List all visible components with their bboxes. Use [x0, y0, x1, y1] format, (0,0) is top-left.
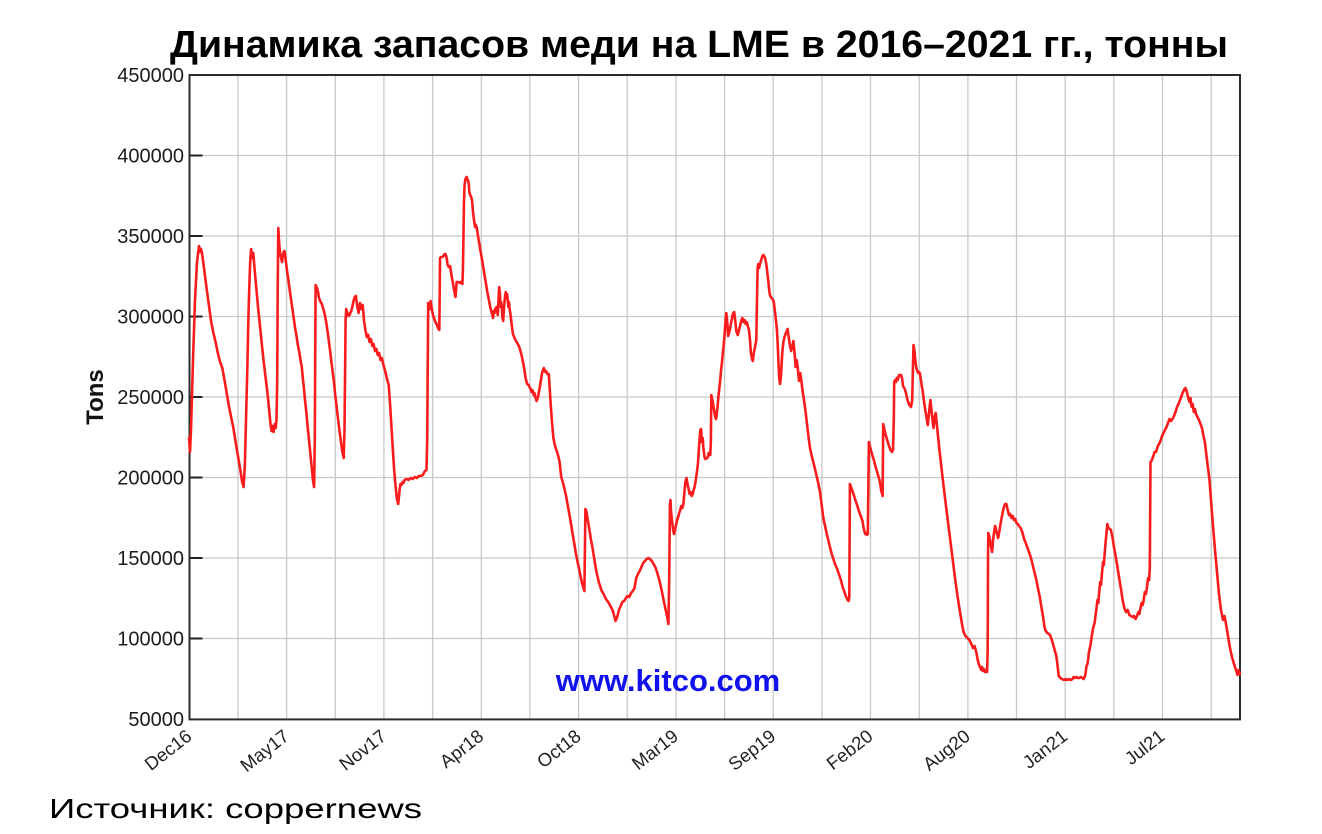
- svg-text:150000: 150000: [117, 548, 184, 570]
- svg-text:Tons: Tons: [82, 369, 109, 425]
- svg-text:Динамика запасов меди на LME в: Динамика запасов меди на LME в 2016–2021…: [170, 24, 1228, 66]
- svg-text:350000: 350000: [117, 226, 184, 248]
- svg-text:Источник: coppernews: Источник: coppernews: [49, 793, 422, 824]
- svg-text:200000: 200000: [117, 468, 184, 490]
- svg-text:300000: 300000: [117, 307, 184, 329]
- svg-text:50000: 50000: [128, 709, 184, 731]
- svg-text:250000: 250000: [117, 387, 184, 409]
- svg-text:400000: 400000: [117, 146, 184, 168]
- svg-text:100000: 100000: [117, 629, 184, 651]
- svg-text:450000: 450000: [117, 65, 184, 87]
- svg-text:www.kitco.com: www.kitco.com: [555, 663, 781, 698]
